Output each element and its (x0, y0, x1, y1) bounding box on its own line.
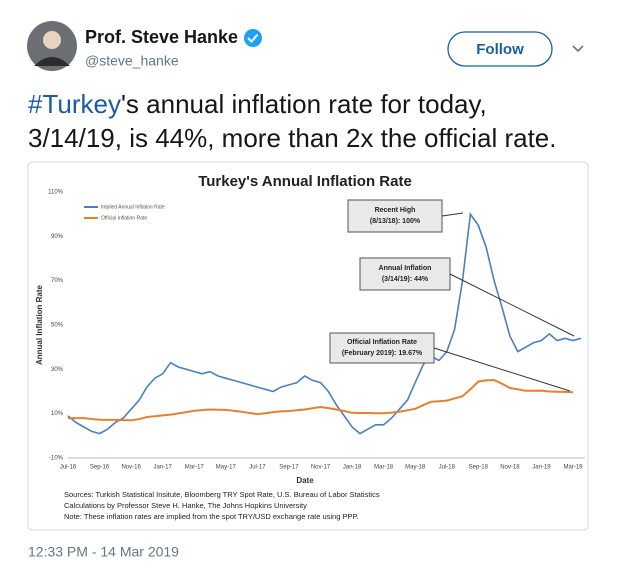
avatar-suit (34, 57, 70, 66)
follow-button[interactable] (447, 31, 553, 67)
x-tick-label: Jul-17 (249, 465, 266, 471)
tweet-text-line: 's annual inflation rate for today, (121, 89, 487, 119)
user-name[interactable]: Prof. Steve Hanke (85, 27, 238, 47)
annotation-arrow (449, 273, 575, 337)
legend-label: Implied Annual Inflation Rate (101, 204, 165, 210)
y-tick-label: 110% (48, 190, 64, 196)
annotation-text: (February 2019): 19.67% (342, 350, 423, 357)
source-note: Sources: Turkish Statistical Insitute, B… (64, 490, 380, 499)
chart-title: Turkey's Annual Inflation Rate (198, 173, 412, 190)
hashtag[interactable]: #Turkey (28, 89, 121, 119)
y-tick-label: 50% (51, 323, 64, 329)
x-tick-label: Nov-18 (500, 465, 520, 471)
legend-label: Official Inflation Rate (101, 215, 147, 221)
x-tick-label: Jul-18 (439, 465, 456, 471)
follow-label: Follow (476, 41, 524, 58)
annotation-box (347, 199, 443, 233)
x-tick-label: Nov-17 (311, 465, 331, 471)
annotation-box (329, 332, 435, 364)
y-tick-label: -10% (49, 456, 64, 462)
x-tick-label: Jan-17 (154, 465, 173, 471)
x-tick-label: Sep-17 (279, 465, 299, 471)
x-tick-label: Sep-16 (90, 465, 110, 471)
x-tick-label: Mar-18 (374, 465, 394, 471)
timestamp[interactable]: 12:33 PM - 14 Mar 2019 (28, 544, 179, 560)
annotation-arrow (441, 212, 464, 217)
y-axis-title: Annual Inflation Rate (35, 284, 44, 365)
y-tick-label: 10% (51, 411, 64, 417)
source-note: Calculations by Professor Steve H. Hanke… (64, 501, 307, 510)
annotation-text: (8/13/18): 100% (370, 218, 421, 225)
annotations: Recent High (8/13/18): 100% Annual Inflati… (329, 199, 575, 392)
x-tick-label: Sep-18 (469, 465, 489, 471)
y-tick-label: 70% (51, 278, 64, 284)
chart-card[interactable] (27, 161, 589, 531)
x-tick-label: May-18 (405, 465, 426, 471)
menu-chevron[interactable] (572, 45, 584, 53)
tweet-text-line: 3/14/19, is 44%, more than 2x the offici… (28, 123, 557, 153)
user-handle[interactable]: @steve_hanke (85, 53, 179, 69)
annotation-text: Recent High (375, 207, 416, 214)
x-tick-label: Mar-17 (185, 465, 205, 471)
x-tick-label: Jul-16 (60, 465, 77, 471)
avatar-face (43, 31, 61, 49)
annotation-text: (3/14/19): 44% (382, 276, 429, 283)
annotation-arrow (433, 347, 571, 392)
source-note: Note: These inflation rates are implied … (64, 512, 359, 521)
series-line (67, 212, 582, 435)
x-tick-label: Mar-19 (563, 465, 583, 471)
y-tick-label: 90% (51, 234, 64, 240)
y-tick-label: 30% (51, 367, 64, 373)
x-axis-title: Date (296, 476, 314, 485)
x-tick-label: Jan-19 (532, 465, 551, 471)
annotation-box (359, 257, 451, 291)
x-tick-label: May-17 (216, 465, 237, 471)
verified-badge (244, 29, 262, 47)
annotation-text: Official Inflation Rate (347, 339, 417, 346)
series-line (68, 378, 574, 422)
x-tick-label: Jan-18 (343, 465, 362, 471)
verified-check (247, 33, 259, 43)
annotation-text: Annual Inflation (379, 265, 432, 272)
tweet-text: #Turkey's annual inflation rate for toda… (28, 89, 487, 119)
x-tick-label: Nov-16 (121, 465, 141, 471)
